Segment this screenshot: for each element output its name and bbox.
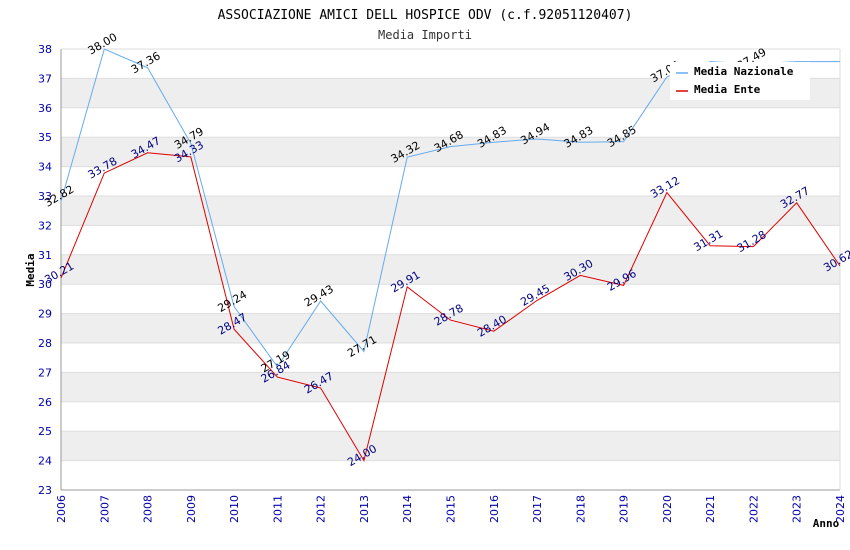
y-tick-label: 28 [38, 337, 52, 350]
data-label-media-nazionale: 37.36 [129, 49, 163, 76]
grid-band [61, 137, 840, 167]
y-tick-label: 36 [38, 102, 52, 115]
x-tick-label: 2011 [271, 495, 284, 523]
grid-band [61, 313, 840, 343]
y-tick-label: 38 [38, 43, 52, 56]
y-tick-label: 26 [38, 396, 52, 409]
data-label-media-ente: 29.45 [518, 282, 552, 309]
data-label-media-nazionale: 29.24 [215, 288, 249, 315]
legend-box [670, 62, 810, 100]
y-tick-label: 23 [38, 484, 52, 497]
y-tick-label: 35 [38, 131, 52, 144]
x-tick-label: 2013 [358, 495, 371, 523]
x-tick-label: 2021 [704, 495, 717, 523]
series-line-media-nazionale [60, 48, 840, 368]
y-tick-label: 29 [38, 308, 52, 321]
x-tick-label: 2018 [574, 495, 587, 523]
x-tick-label: 2017 [531, 495, 544, 523]
x-tick-label: 2022 [747, 495, 760, 523]
grid-band [61, 196, 840, 226]
legend-label-media-nazionale: Media Nazionale [694, 65, 794, 78]
y-tick-label: 24 [38, 455, 52, 468]
legend-label-media-ente: Media Ente [694, 83, 761, 96]
data-label-media-nazionale: 29.43 [302, 282, 336, 309]
x-tick-label: 2006 [55, 495, 68, 523]
grid-band [61, 372, 840, 402]
x-tick-label: 2024 [834, 495, 847, 523]
x-tick-label: 2012 [315, 495, 328, 523]
grid-band [61, 431, 840, 461]
y-tick-label: 30 [38, 278, 52, 291]
x-tick-label: 2019 [618, 495, 631, 523]
x-tick-label: 2010 [228, 495, 241, 523]
chart-subtitle: Media Importi [378, 28, 472, 42]
y-tick-label: 27 [38, 366, 52, 379]
series-line-media-ente [60, 152, 841, 462]
x-tick-label: 2016 [488, 495, 501, 523]
gridlines [60, 48, 841, 491]
x-tick-label: 2007 [98, 495, 111, 523]
x-tick-label: 2014 [401, 495, 414, 523]
x-tick-label: 2023 [791, 495, 804, 523]
legend: Media Nazionale Media Ente [670, 62, 810, 100]
y-tick-label: 32 [38, 219, 52, 232]
data-label-media-ente: 31.31 [692, 227, 726, 254]
data-label-media-ente: 31.28 [735, 228, 769, 255]
y-tick-label: 34 [38, 161, 52, 174]
background-bands [61, 78, 840, 461]
x-tick-label: 2008 [142, 495, 155, 523]
y-tick-label: 25 [38, 425, 52, 438]
x-tick-label: 2015 [445, 495, 458, 523]
x-tick-label: 2009 [185, 495, 198, 523]
y-tick-label: 33 [38, 190, 52, 203]
x-axis-label: Anno [813, 517, 840, 530]
x-tick-labels: 2006 2007 2008 2009 2010 2011 2012 2013 2014 2015… [55, 495, 847, 523]
y-tick-label: 37 [38, 72, 52, 85]
x-tick-label: 2020 [661, 495, 674, 523]
grid-band [61, 254, 840, 285]
y-tick-label: 31 [38, 249, 52, 262]
y-tick-labels: 23 24 25 26 27 28 29 30 31 32 33 34 35 36 37 38 [38, 43, 52, 497]
y-axis-label: Media [24, 253, 37, 286]
series-lines [60, 48, 841, 462]
chart-title: ASSOCIAZIONE AMICI DELL HOSPICE ODV (c.f… [218, 8, 633, 23]
